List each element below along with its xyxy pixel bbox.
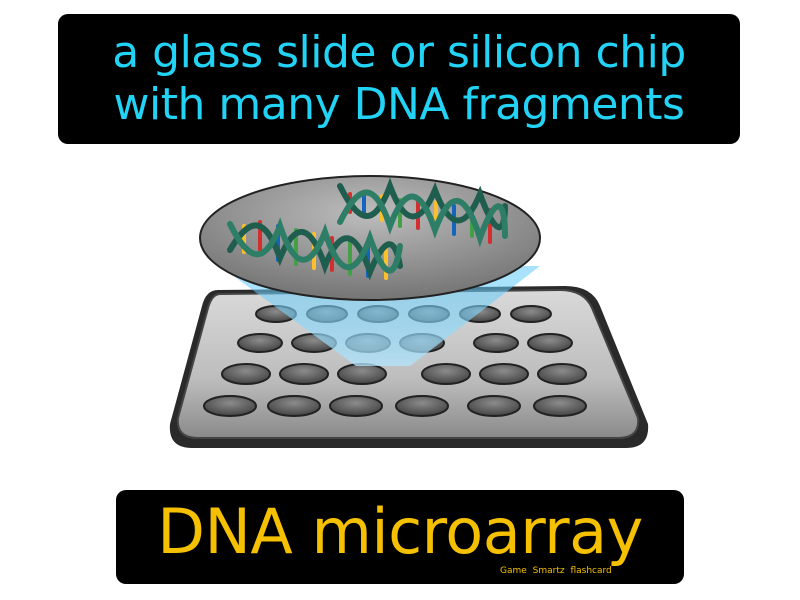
term-title: DNA microarray bbox=[157, 495, 643, 568]
brand-credit: Game Smartz flashcard bbox=[500, 566, 612, 576]
dna-helix-icon bbox=[337, 177, 508, 248]
dna-microarray-illustration bbox=[169, 175, 649, 448]
term-box: DNA microarray Game Smartz flashcard bbox=[116, 490, 684, 584]
dna-helix-icon bbox=[227, 217, 403, 281]
definition-line-1: a glass slide or silicon chip bbox=[112, 27, 686, 78]
definition-box: a glass slide or silicon chip with many … bbox=[58, 14, 740, 144]
definition-line-2: with many DNA fragments bbox=[113, 79, 685, 130]
